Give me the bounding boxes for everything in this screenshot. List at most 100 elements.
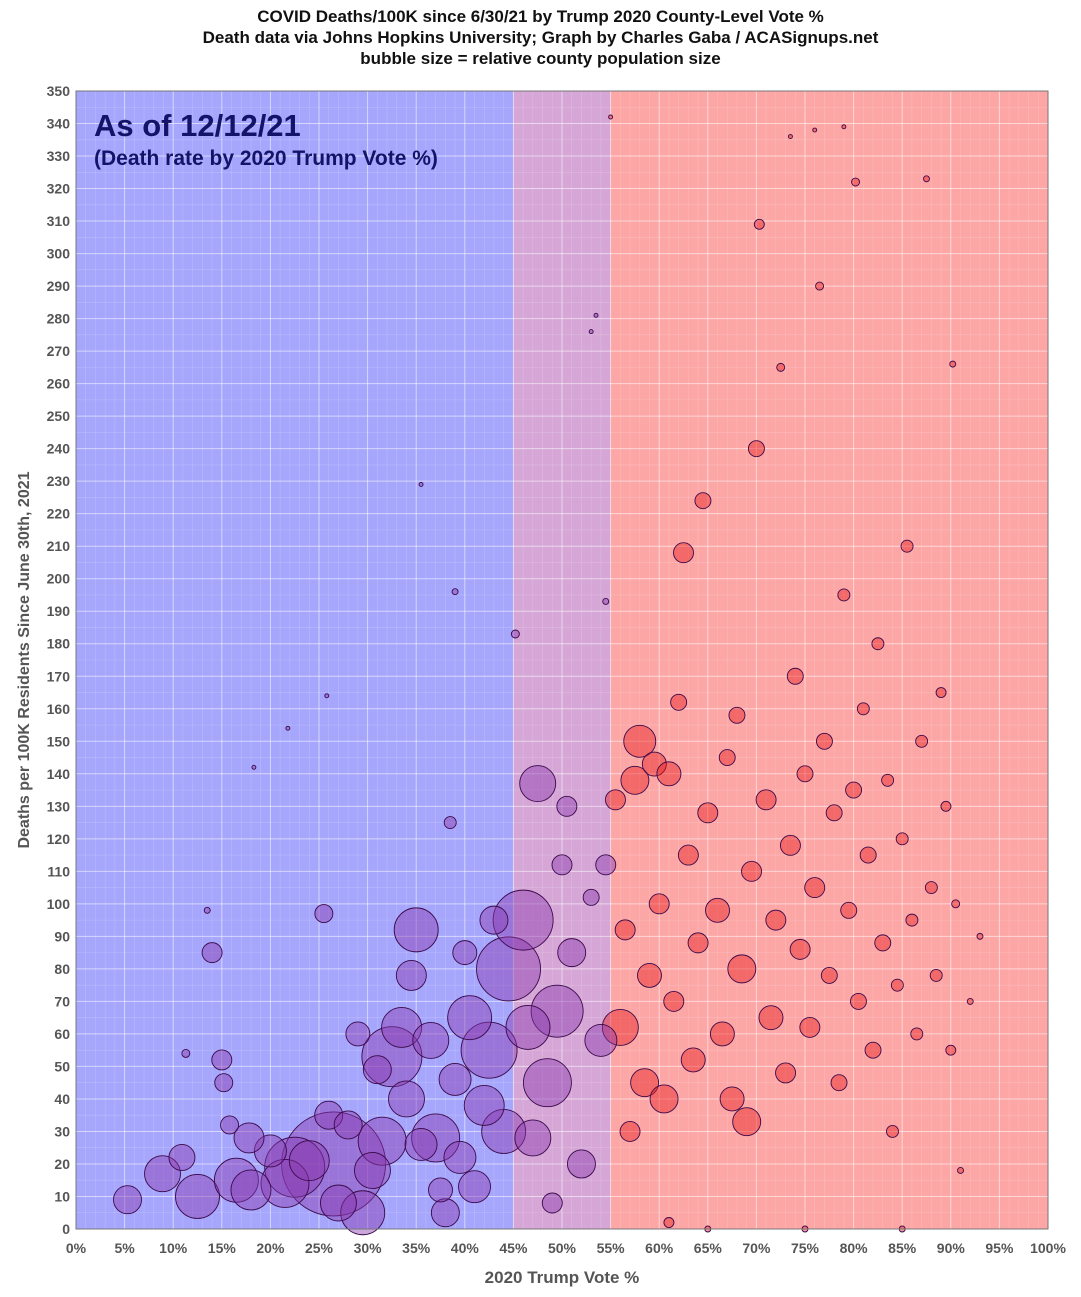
- bubble-point: [680, 1047, 706, 1073]
- bubble-point: [871, 637, 885, 651]
- y-tick-label: 340: [47, 116, 71, 132]
- y-tick-label: 260: [47, 376, 71, 392]
- y-tick-label: 40: [54, 1091, 70, 1107]
- bubble-point: [345, 1021, 371, 1047]
- bubble-point: [670, 693, 688, 711]
- bubble-point: [799, 1016, 821, 1038]
- bubble-point: [741, 860, 762, 882]
- x-tick-label: 65%: [694, 1240, 723, 1256]
- bubble-point: [362, 1055, 392, 1085]
- bubble-point: [213, 1157, 259, 1203]
- bubble-point: [923, 175, 930, 183]
- x-tick-label: 20%: [256, 1240, 285, 1256]
- bubble-point: [787, 134, 793, 139]
- x-tick-label: 85%: [888, 1240, 917, 1256]
- chart-title-line-3: bubble size = relative county population…: [360, 49, 721, 68]
- x-tick-label: 50%: [548, 1240, 577, 1256]
- x-tick-label: 55%: [597, 1240, 626, 1256]
- x-tick-label: 0%: [66, 1240, 87, 1256]
- bubble-point: [789, 938, 811, 960]
- y-tick-label: 270: [47, 343, 71, 359]
- x-tick-label: 10%: [159, 1240, 188, 1256]
- x-tick-label: 5%: [114, 1240, 135, 1256]
- bubble-point: [357, 1116, 407, 1166]
- bubble-point: [168, 1144, 196, 1171]
- band-red: [610, 91, 1048, 1229]
- bubble-point: [551, 854, 573, 876]
- bubble-point: [253, 1134, 287, 1168]
- background-bands: [76, 91, 1048, 1229]
- bubble-point: [492, 889, 554, 951]
- bubble-point: [608, 114, 614, 120]
- bubble-point: [949, 360, 957, 368]
- bubble-point: [796, 765, 814, 783]
- x-tick-label: 25%: [305, 1240, 334, 1256]
- bubble-point: [895, 832, 909, 846]
- bubble-point: [820, 966, 838, 984]
- bubble-point: [623, 724, 657, 758]
- bubble-point: [584, 1023, 618, 1057]
- bubble-point: [837, 588, 851, 602]
- y-tick-label: 50: [54, 1058, 70, 1074]
- bubble-point: [113, 1185, 142, 1215]
- x-tick-label: 95%: [985, 1240, 1014, 1256]
- bubble-point: [220, 1115, 240, 1135]
- bubble-point: [935, 687, 947, 698]
- bubble-point: [755, 789, 777, 811]
- bubble-point: [890, 978, 904, 992]
- y-tick-label: 290: [47, 278, 71, 294]
- bubble-point: [905, 913, 919, 927]
- bubble-point: [324, 693, 330, 699]
- plot-frame: [75, 90, 1049, 1230]
- x-tick-label: 90%: [937, 1240, 966, 1256]
- bubble-point: [479, 905, 509, 935]
- y-tick-label: 210: [47, 538, 71, 554]
- bubble-point: [605, 789, 626, 811]
- x-tick-label: 35%: [402, 1240, 431, 1256]
- bubble-point: [288, 1140, 330, 1182]
- bubble-point: [709, 1021, 735, 1047]
- bubble-point: [874, 934, 892, 952]
- bubble-point: [428, 1177, 453, 1203]
- bubble-point: [753, 218, 765, 230]
- bubble-point: [694, 492, 712, 510]
- bubble-point: [765, 909, 787, 931]
- bubble-point: [260, 1159, 310, 1208]
- bubble-point: [663, 990, 685, 1012]
- bubble-point: [519, 765, 557, 803]
- bubble-point: [648, 893, 670, 915]
- bubble-point: [697, 802, 719, 824]
- band-blue: [76, 91, 514, 1229]
- bubble-point: [181, 1048, 191, 1058]
- y-tick-label: 140: [47, 766, 71, 782]
- x-tick-label: 30%: [354, 1240, 383, 1256]
- y-axis-label: Deaths per 100K Residents Since June 30t…: [16, 471, 33, 848]
- bubble-point: [758, 1005, 784, 1031]
- bubble-point: [214, 1073, 234, 1093]
- y-tick-label: 190: [47, 603, 71, 619]
- bubble-point: [900, 539, 914, 553]
- bubble-point: [333, 1110, 363, 1140]
- y-tick-label: 200: [47, 571, 71, 587]
- y-tick-label: 0: [62, 1221, 70, 1237]
- bubble-point: [361, 1026, 423, 1088]
- bubble-point: [945, 1044, 957, 1056]
- y-tick-label: 20: [54, 1156, 70, 1172]
- bubble-point: [747, 440, 765, 458]
- bubble-point: [201, 942, 223, 964]
- y-tick-label: 320: [47, 181, 71, 197]
- bubble-point: [924, 881, 938, 895]
- bubble-point: [728, 706, 746, 724]
- y-tick-label: 280: [47, 311, 71, 327]
- bubble-point: [786, 667, 804, 685]
- bubble-point: [458, 1170, 491, 1204]
- bubble-point: [314, 904, 334, 924]
- x-tick-label: 40%: [451, 1240, 480, 1256]
- bubble-point: [957, 1167, 964, 1174]
- bubble-point: [230, 1169, 272, 1211]
- bubble-point: [641, 751, 667, 777]
- bubble-point: [951, 899, 961, 909]
- x-tick-label: 45%: [499, 1240, 528, 1256]
- bubble-point: [388, 1080, 425, 1118]
